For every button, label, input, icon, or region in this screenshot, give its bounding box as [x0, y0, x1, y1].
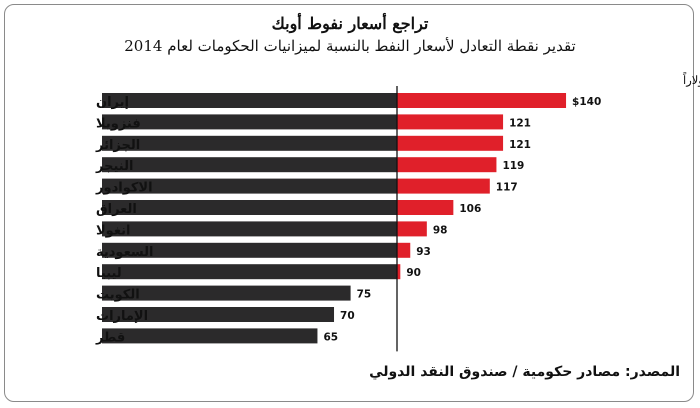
category-label-10: الكويت	[96, 288, 140, 303]
category-label-8: السعودية	[96, 245, 154, 260]
value-label-7: 98	[433, 224, 448, 236]
value-label-10: 75	[357, 289, 372, 301]
category-label-1: إيران	[96, 95, 129, 110]
bar-base-7	[102, 221, 397, 237]
value-label-1: $140	[572, 96, 601, 108]
reference-line-label: 10 أكتوبر سعر النفط 89 دولاراً	[683, 71, 700, 87]
value-label-8: 93	[416, 246, 431, 258]
bar-excess-8	[397, 242, 411, 258]
bar-excess-5	[397, 178, 490, 194]
category-label-4: النيجر	[95, 159, 133, 174]
bar-excess-3	[397, 135, 504, 151]
bar-excess-4	[397, 157, 497, 173]
bar-base-9	[102, 264, 397, 280]
bar-base-4	[102, 157, 397, 173]
bar-excess-9	[397, 264, 401, 280]
value-label-12: 65	[323, 331, 338, 343]
value-label-4: 119	[502, 160, 524, 172]
category-label-5: الاكوادور	[95, 181, 153, 196]
bar-base-6	[102, 200, 397, 215]
value-label-9: 90	[406, 267, 421, 279]
bar-base-3	[102, 135, 397, 151]
value-label-11: 70	[340, 310, 355, 322]
bar-excess-1	[397, 93, 567, 108]
chart-subtitle: تقدير نقطة التعادل لأسعار النفط بالنسبة …	[124, 37, 576, 55]
bar-base-8	[102, 242, 397, 258]
bar-base-2	[102, 114, 397, 130]
bar-excess-6	[397, 200, 454, 215]
category-label-2: فنزويلا	[96, 116, 141, 131]
bar-10	[102, 285, 351, 301]
category-label-12: قطر	[95, 330, 125, 345]
chart-title: تراجع أسعار نفوط أوبك	[271, 14, 429, 33]
category-label-3: الجزائر	[95, 138, 140, 153]
bar-excess-7	[397, 221, 427, 237]
bar-11	[102, 307, 335, 322]
value-label-3: 121	[509, 139, 531, 151]
value-label-6: 106	[459, 203, 481, 215]
bar-base-1	[102, 93, 397, 108]
category-label-6: العراق	[96, 202, 137, 217]
bar-excess-2	[397, 114, 504, 130]
category-label-7: انغولا	[96, 223, 131, 238]
value-label-2: 121	[509, 117, 531, 129]
bar-12	[102, 328, 318, 344]
value-label-5: 117	[496, 182, 518, 194]
category-label-9: ليبيا	[96, 266, 122, 281]
chart-source: المصدر: مصادر حكومية / صندوق النقد الدول…	[369, 364, 680, 380]
bar-base-5	[102, 178, 397, 194]
category-label-11: الإمارات	[96, 309, 148, 324]
